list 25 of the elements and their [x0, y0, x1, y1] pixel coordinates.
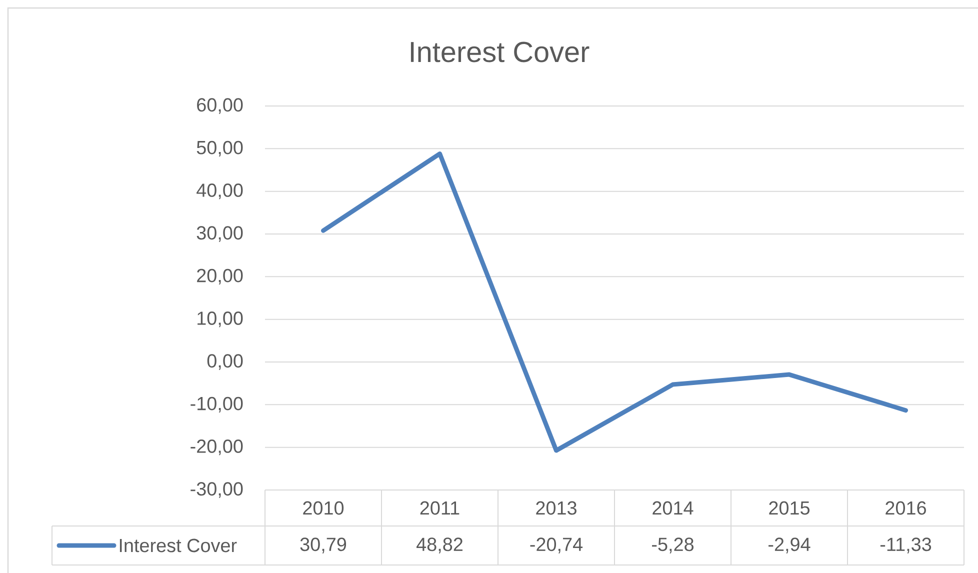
x-tick-label: 2010	[303, 501, 344, 515]
data-label: -5,28	[652, 538, 694, 554]
y-tick-label: 50,00	[196, 140, 243, 156]
y-tick-label: 20,00	[197, 268, 243, 284]
y-tick-label: -10,00	[190, 396, 243, 412]
y-tick-label: -20,00	[190, 440, 243, 456]
y-tick-label: 10,00	[198, 312, 243, 328]
data-label: -2,94	[768, 538, 810, 554]
legend-label: Interest Cover	[120, 538, 237, 552]
x-tick-label: 2015	[769, 501, 810, 515]
x-tick-label: 2014	[652, 501, 694, 515]
data-label: 48,82	[416, 538, 462, 554]
data-label: 30,79	[300, 538, 346, 554]
y-tick-label: -30,00	[190, 482, 243, 498]
chart-title: Interest Cover	[410, 42, 590, 62]
y-tick-label: 0,00	[207, 354, 243, 370]
data-label: -11,33	[880, 538, 932, 554]
y-tick-label: 30,00	[196, 226, 243, 242]
x-tick-label: 2013	[536, 501, 576, 515]
x-tick-label: 2011	[420, 501, 460, 515]
line-series	[321, 151, 908, 453]
y-tick-label: 60,00	[197, 98, 243, 114]
y-tick-label: 40,00	[196, 184, 243, 200]
data-label: -20,74	[530, 538, 583, 554]
x-tick-label: 2016	[886, 501, 926, 515]
